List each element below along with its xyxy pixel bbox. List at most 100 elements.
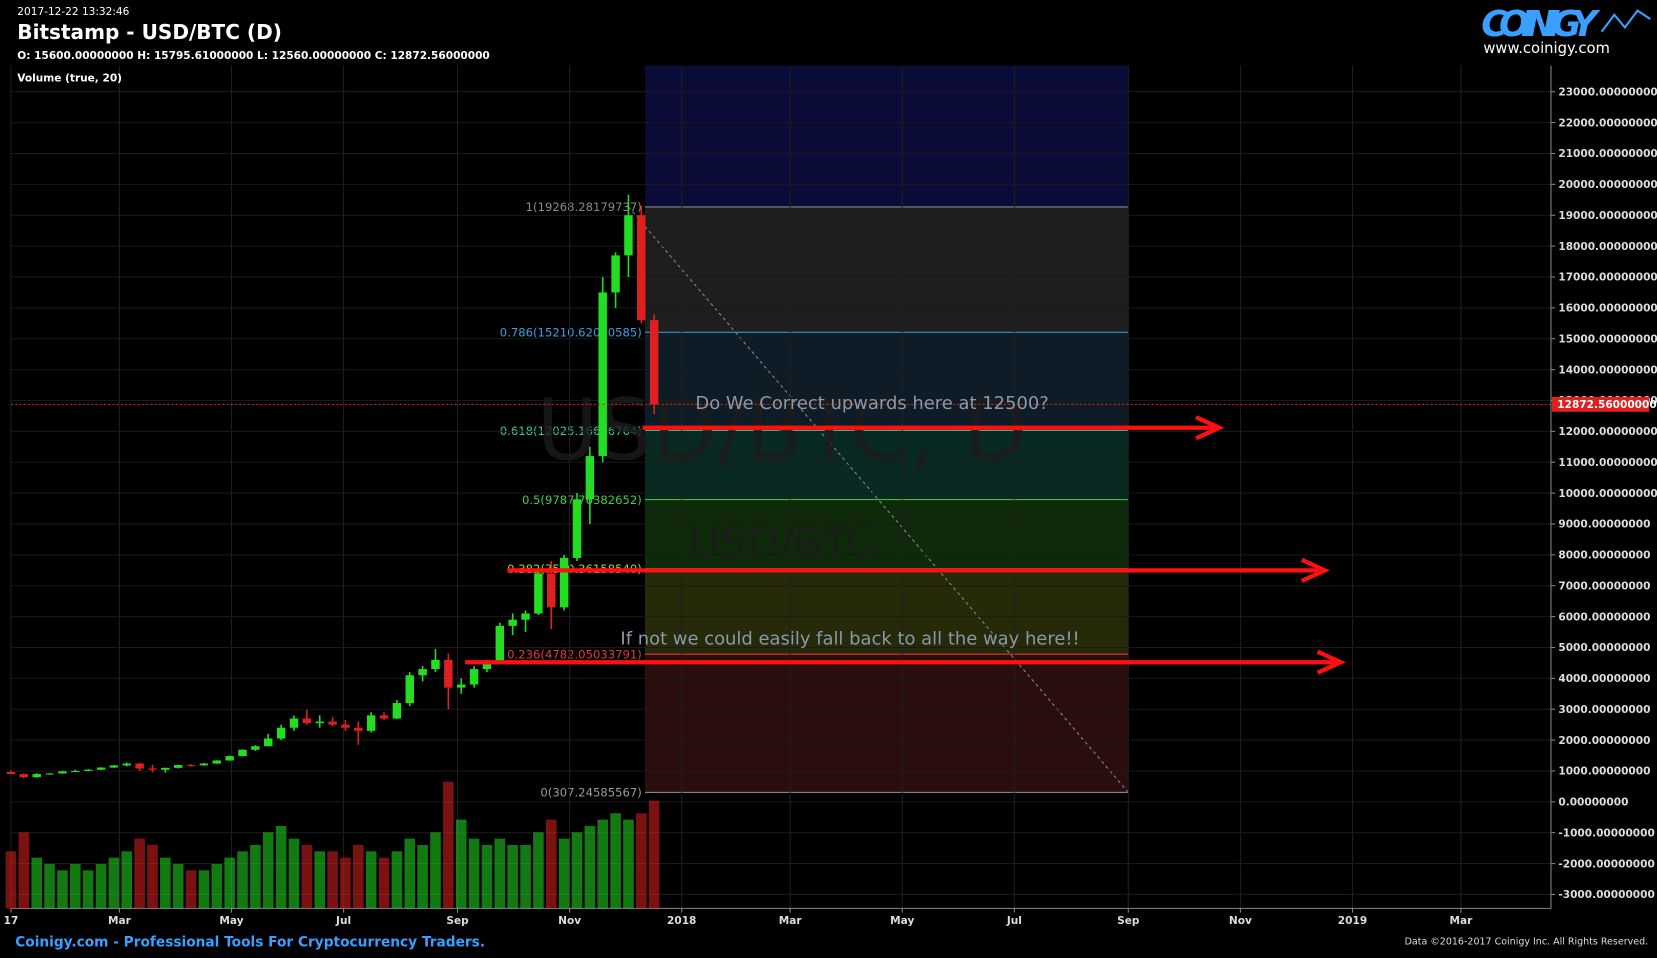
candle-body [315, 721, 324, 724]
volume-bar [571, 832, 583, 909]
candle-body [161, 767, 170, 770]
y-tick-label: 1000.00000000 [1558, 766, 1650, 778]
y-tick-label: 14000.00000000 [1558, 364, 1657, 376]
x-tick-label: Mar [108, 915, 132, 927]
candle-body [19, 774, 29, 778]
candle-body [637, 215, 646, 321]
volume-bar [378, 857, 390, 909]
candle-body [392, 703, 402, 719]
y-tick-label: -2000.00000000 [1558, 858, 1654, 870]
arrow-head [1316, 649, 1346, 675]
fib-label: 0.5(9787.76382652) [522, 493, 642, 507]
y-tick-label: 15000.00000000 [1558, 333, 1657, 345]
candle-body [431, 659, 440, 670]
y-tick-label: 5000.00000000 [1558, 642, 1650, 654]
volume-bar [314, 851, 325, 909]
fib-label: 0.786(15210.62010585) [500, 325, 642, 339]
candle-body [122, 763, 131, 766]
candle-body [328, 721, 337, 725]
y-tick-label: 11000.00000000 [1558, 457, 1657, 469]
candle-body [341, 724, 350, 728]
candle-body [212, 760, 222, 764]
volume-bar [558, 838, 570, 909]
candle-body [379, 715, 389, 719]
candle-body [598, 292, 607, 457]
candle-body [302, 718, 312, 724]
logo-url: www.coinigy.com [1483, 40, 1610, 57]
y-tick-label: 8000.00000000 [1558, 550, 1650, 562]
y-tick-label: 17000.00000000 [1558, 272, 1657, 284]
volume-bar [147, 844, 158, 909]
volume-bar [623, 819, 634, 909]
candle-body [96, 767, 106, 770]
volume-bar [327, 851, 338, 909]
fib-band [644, 499, 1129, 569]
watermark-sub: USD/BTC [689, 519, 875, 568]
candle-body [45, 773, 54, 775]
annotation: If not we could easily fall back to all … [620, 628, 1079, 649]
volume-bar [18, 832, 30, 909]
y-tick-label: 19000.00000000 [1558, 210, 1657, 222]
volume-bar [481, 844, 493, 909]
volume-bar [430, 832, 441, 909]
candle-body [585, 456, 595, 500]
volume-bar [648, 800, 660, 909]
volume-bar [121, 851, 133, 909]
volume-bar [31, 857, 42, 909]
volume-bar [391, 851, 403, 909]
x-tick-label: 17 [4, 915, 19, 927]
fib-band [644, 568, 1129, 655]
watermark: USD/BTC, D [536, 381, 1027, 479]
candle-body [611, 255, 620, 293]
y-tick-label: 21000.00000000 [1558, 148, 1657, 160]
candle-body [624, 215, 633, 256]
arrows [465, 415, 1346, 675]
candle-body [418, 669, 427, 676]
volume-bar [584, 825, 596, 909]
volume-bar [57, 870, 68, 909]
timestamp: 2017-12-22 13:32:46 [17, 6, 129, 18]
volume-bar [417, 844, 428, 909]
volume-bar [455, 819, 467, 909]
volume-label: Volume (true, 20) [17, 72, 122, 84]
volume-bar [250, 844, 261, 909]
x-tick-label: Nov [558, 915, 581, 927]
volume-bar [636, 813, 647, 909]
volume-bar [404, 838, 416, 909]
y-tick-label: -1000.00000000 [1558, 827, 1654, 839]
volume-bar [237, 851, 248, 909]
x-tick-label: May [219, 915, 243, 927]
y-tick-label: 22000.00000000 [1558, 117, 1657, 129]
volume-bar [610, 813, 621, 909]
candle-body [354, 727, 363, 731]
fib-band [644, 65, 1129, 207]
candle-body [572, 499, 582, 558]
fib-band [644, 206, 1129, 333]
candle-body [83, 769, 93, 771]
volume-bar [160, 857, 171, 909]
candle-body [109, 765, 119, 768]
y-tick-label: 10000.00000000 [1558, 488, 1657, 500]
candle-body [521, 613, 530, 620]
volume-bar [108, 857, 120, 909]
candle-body [148, 768, 157, 770]
y-tick-label: 4000.00000000 [1558, 673, 1650, 685]
volume-bar [211, 863, 223, 909]
logo: COINIGY [1481, 4, 1601, 45]
y-tick-label: 16000.00000000 [1558, 303, 1657, 315]
volume-bar [520, 844, 531, 909]
candle-body [32, 774, 41, 778]
x-tick-label: 2018 [667, 915, 696, 927]
y-tick-label: 9000.00000000 [1558, 519, 1650, 531]
y-tick-label: 18000.00000000 [1558, 241, 1657, 253]
volume-bar [82, 870, 94, 909]
fib-label: 0(307.24585567) [540, 786, 641, 800]
ohlc: O: 15600.00000000 H: 15795.61000000 L: 1… [17, 50, 489, 62]
candle-body [264, 738, 273, 747]
x-tick-label: Jul [335, 915, 351, 927]
candle-body [534, 573, 543, 614]
volume-bar [198, 870, 210, 909]
x-tick-label: May [890, 915, 914, 927]
fib-band [644, 430, 1129, 500]
fib-band [644, 654, 1129, 793]
